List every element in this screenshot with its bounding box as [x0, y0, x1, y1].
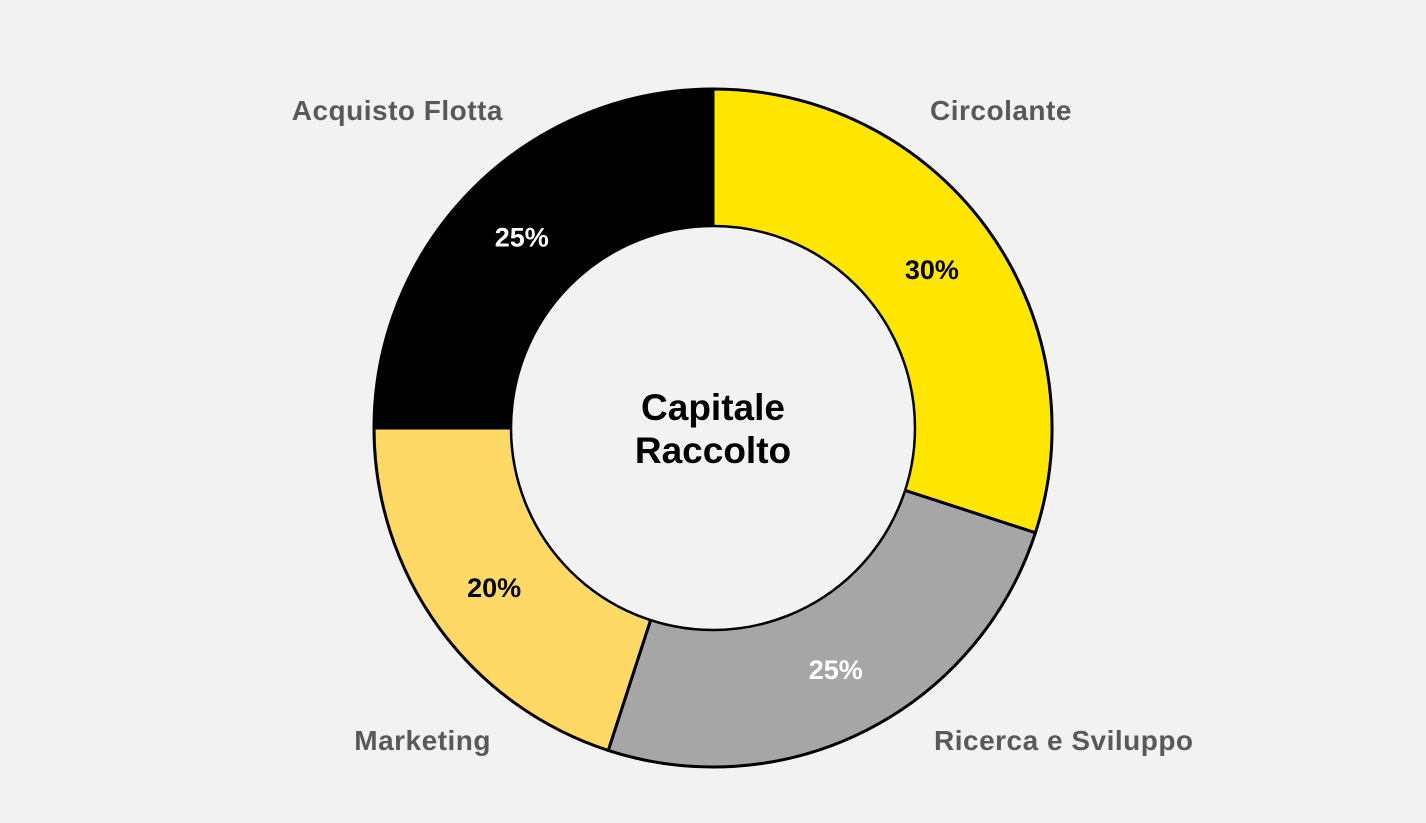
value-label-acquisto-flotta: 25% [495, 223, 549, 253]
value-label-marketing: 20% [467, 573, 521, 603]
category-label-circolante: Circolante [930, 95, 1072, 126]
category-label-acquisto-flotta: Acquisto Flotta [292, 95, 503, 126]
center-title-line-1: Capitale [641, 387, 785, 428]
category-labels-layer: Circolante Ricerca e Sviluppo Marketing Acq… [292, 95, 1194, 756]
center-title-line-2: Raccolto [635, 430, 791, 471]
category-label-marketing: Marketing [354, 725, 491, 756]
value-label-circolante: 30% [905, 255, 959, 285]
category-label-ricerca-e-sviluppo: Ricerca e Sviluppo [934, 725, 1194, 756]
value-labels-layer: 30% 25% 20% 25% [467, 223, 959, 685]
donut-hole [509, 224, 917, 632]
value-label-ricerca-e-sviluppo: 25% [809, 655, 863, 685]
